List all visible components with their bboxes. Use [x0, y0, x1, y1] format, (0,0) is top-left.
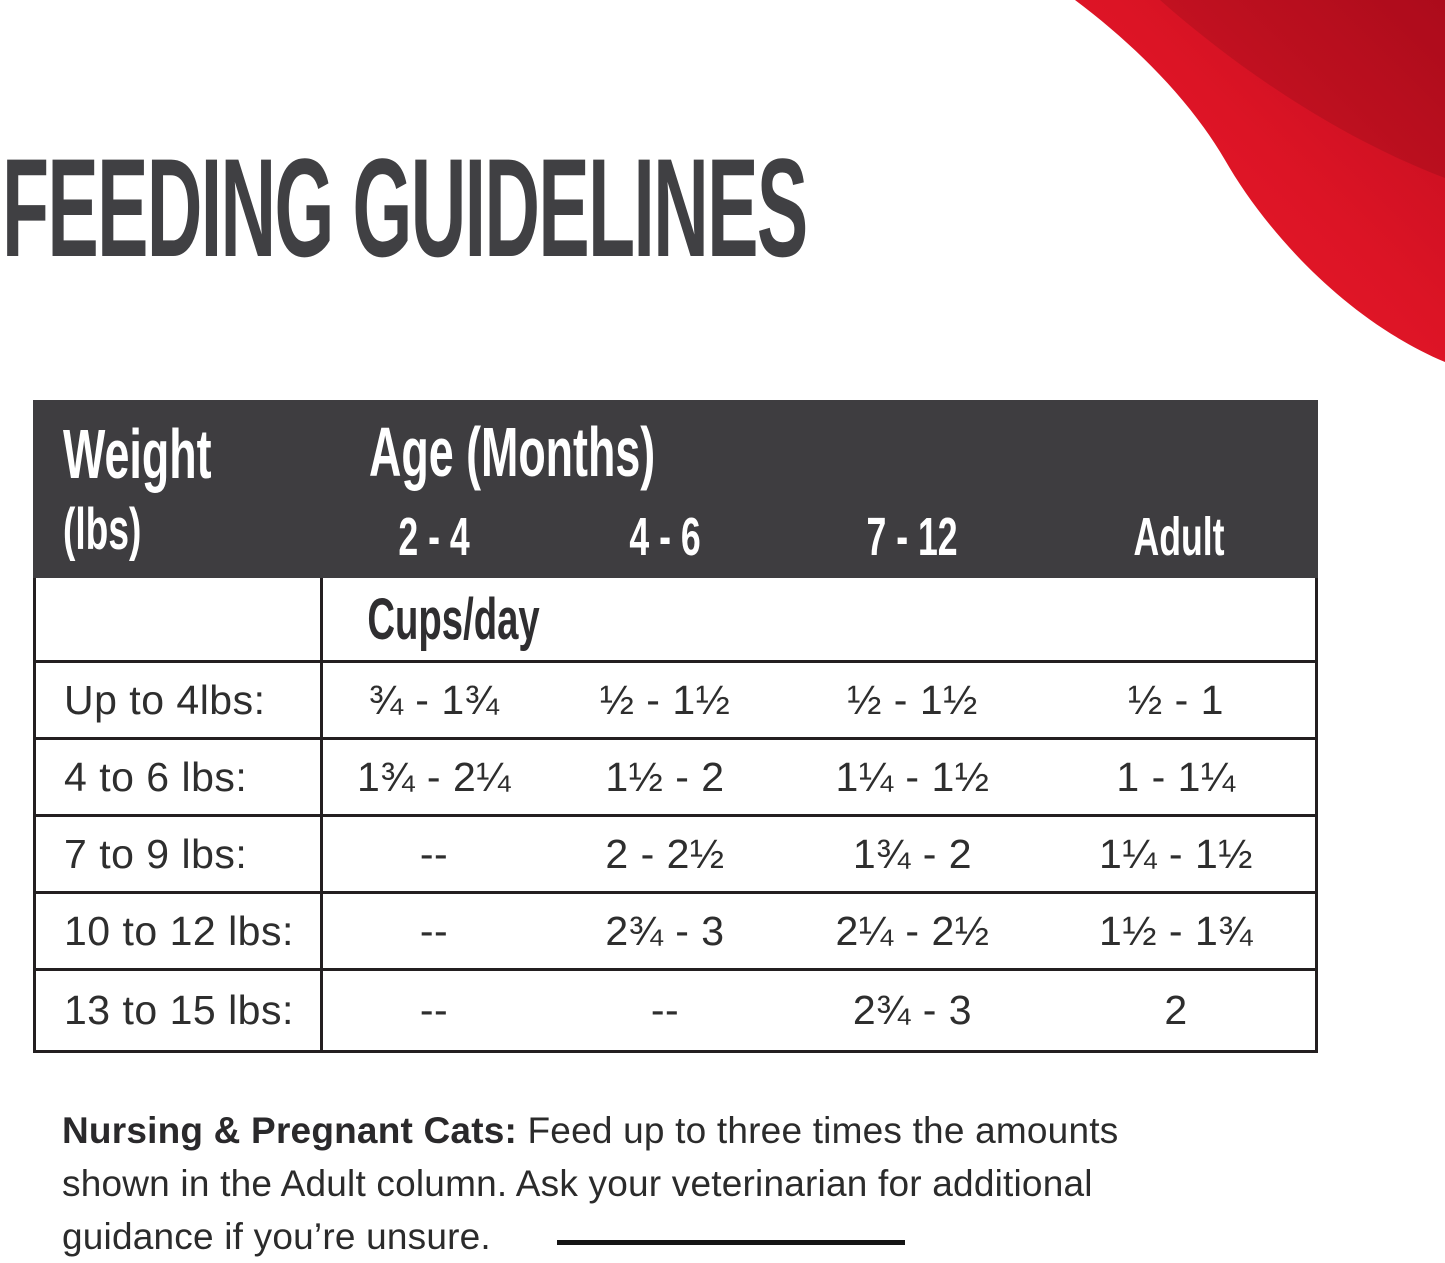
red-swoosh-decoration: [1075, 0, 1445, 362]
row-value: ½ - 1½: [599, 676, 731, 723]
header-weight-unit: (lbs): [63, 497, 142, 562]
row-value: --: [650, 987, 680, 1033]
row-weight-label: 13 to 15 lbs:: [36, 971, 323, 1050]
cut-off-element-edge: [557, 1240, 905, 1245]
row-weight-label: Up to 4lbs:: [36, 663, 323, 737]
row-value: ½ - 1½: [847, 676, 978, 723]
row-value: 1¾ - 2¼: [357, 753, 511, 800]
row-value: 2¼ - 2½: [835, 907, 990, 954]
table-header: Weight (lbs) Age (Months) 2 - 4 4 - 6 7 …: [33, 400, 1318, 578]
column-header-4-6: 4 - 6: [629, 507, 701, 567]
column-header-7-12: 7 - 12: [866, 507, 959, 567]
footnote-lead-in: Nursing & Pregnant Cats:: [62, 1110, 518, 1151]
row-weight-label: 4 to 6 lbs:: [36, 740, 323, 814]
column-header-adult: Adult: [1133, 507, 1225, 567]
row-weight-label: 10 to 12 lbs:: [36, 894, 323, 968]
row-value: --: [419, 907, 449, 954]
row-value: 2 - 2½: [605, 830, 725, 877]
header-age-columns: 2 - 4 4 - 6 7 - 12 Adult: [33, 506, 1318, 568]
unit-row-spacer: [36, 578, 323, 660]
row-value: 1½ - 2: [605, 753, 725, 800]
row-value: 1½ - 1¾: [1099, 907, 1253, 954]
row-weight-label: 7 to 9 lbs:: [36, 817, 323, 891]
table-row: 4 to 6 lbs: 1¾ - 2¼ 1½ - 2 1¼ - 1½ 1 - 1…: [36, 737, 1315, 814]
row-value: 2: [1164, 987, 1188, 1033]
footnote-line-3: guidance if you’re unsure.: [62, 1216, 491, 1257]
table-row: 13 to 15 lbs: -- -- 2¾ - 3 2: [36, 968, 1315, 1050]
row-value: 1¼ - 1½: [835, 753, 990, 800]
footnote-line-2: shown in the Adult column. Ask your vete…: [62, 1163, 1093, 1204]
header-weight-label: Weight: [63, 415, 212, 493]
row-value: --: [419, 987, 449, 1033]
unit-label: Cups/day: [367, 586, 540, 652]
page-title: FEEDING GUIDELINES: [2, 129, 808, 286]
header-age-label: Age (Months): [369, 413, 656, 491]
row-value: ¾ - 1¾: [368, 676, 500, 723]
footnote-line-1: Nursing & Pregnant Cats: Feed up to thre…: [62, 1110, 1119, 1151]
table-body: Cups/day Up to 4lbs: ¾ - 1¾ ½ - 1½ ½ - 1…: [33, 578, 1318, 1053]
row-value: ½ - 1: [1128, 676, 1224, 723]
unit-row: Cups/day: [36, 578, 1315, 660]
table-row: 7 to 9 lbs: -- 2 - 2½ 1¾ - 2 1¼ - 1½: [36, 814, 1315, 891]
row-value: 1 - 1¼: [1116, 753, 1236, 800]
row-value: 2¾ - 3: [605, 907, 725, 954]
row-value: 1¾ - 2: [852, 830, 973, 877]
row-value: 1¼ - 1½: [1099, 830, 1253, 877]
column-header-2-4: 2 - 4: [398, 507, 470, 567]
row-value: 2¾ - 3: [852, 987, 973, 1033]
table-row: Up to 4lbs: ¾ - 1¾ ½ - 1½ ½ - 1½ ½ - 1: [36, 660, 1315, 737]
feeding-guidelines-table: Weight (lbs) Age (Months) 2 - 4 4 - 6 7 …: [33, 400, 1318, 1053]
row-value: --: [419, 830, 449, 877]
table-row: 10 to 12 lbs: -- 2¾ - 3 2¼ - 2½ 1½ - 1¾: [36, 891, 1315, 968]
header-weight-spacer: [33, 506, 323, 568]
